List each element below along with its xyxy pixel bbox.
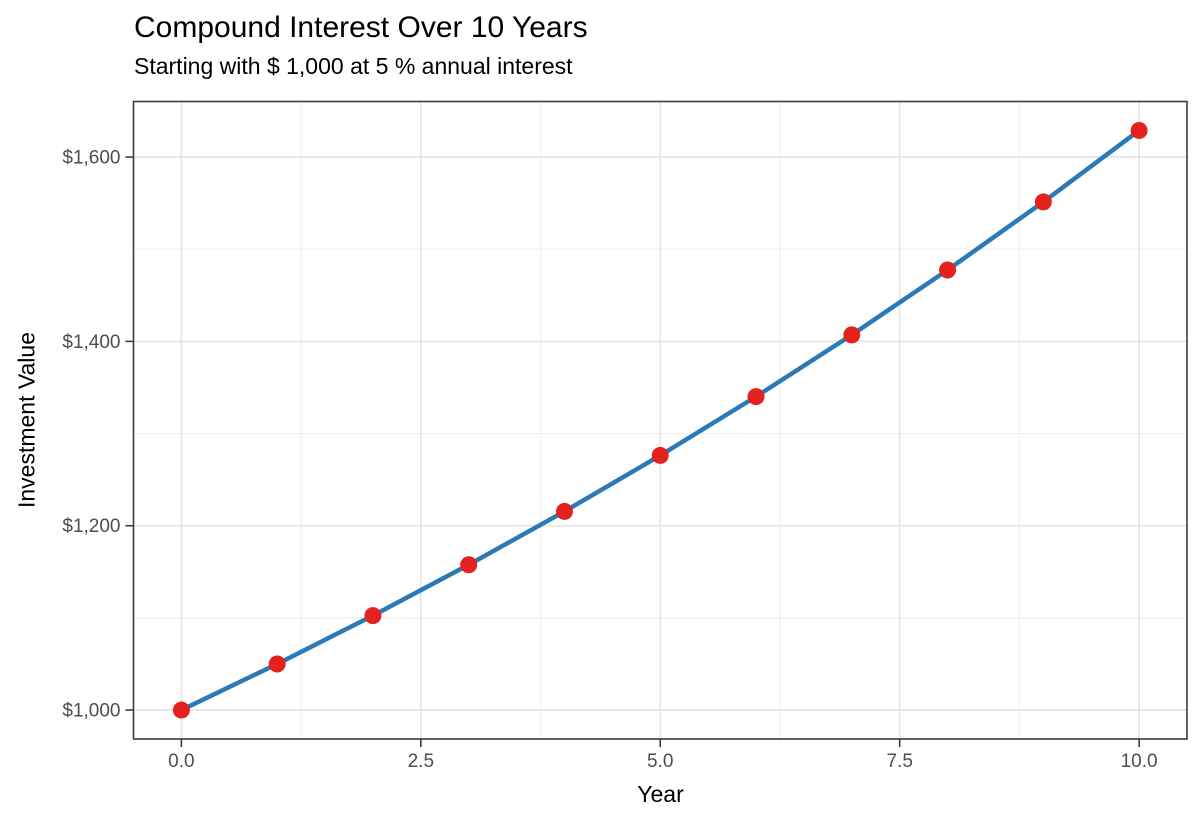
data-point — [555, 502, 573, 520]
y-tick-label: $1,400 — [62, 332, 120, 353]
x-tick-label: 2.5 — [408, 751, 434, 772]
x-tick-label: 0.0 — [168, 751, 194, 772]
y-tick-label: $1,600 — [62, 148, 120, 169]
y-tick-label: $1,200 — [62, 516, 120, 537]
data-point — [1130, 121, 1148, 139]
data-point — [460, 556, 478, 574]
x-tick-label: 5.0 — [647, 751, 673, 772]
chart-title: Compound Interest Over 10 Years — [134, 11, 588, 44]
data-point — [364, 607, 382, 625]
data-point — [843, 326, 861, 344]
data-point — [651, 446, 669, 464]
data-point — [747, 388, 765, 406]
x-tick-label: 7.5 — [886, 751, 912, 772]
data-point — [172, 701, 190, 719]
chart-subtitle: Starting with $ 1,000 at 5 % annual inte… — [134, 53, 573, 79]
x-tick-label: 10.0 — [1121, 751, 1158, 772]
data-point — [939, 261, 957, 279]
x-axis-title: Year — [637, 781, 684, 807]
y-tick-label: $1,000 — [62, 701, 120, 722]
y-axis-title: Investment Value — [13, 331, 40, 509]
data-point — [1034, 193, 1052, 211]
data-point — [268, 655, 286, 673]
